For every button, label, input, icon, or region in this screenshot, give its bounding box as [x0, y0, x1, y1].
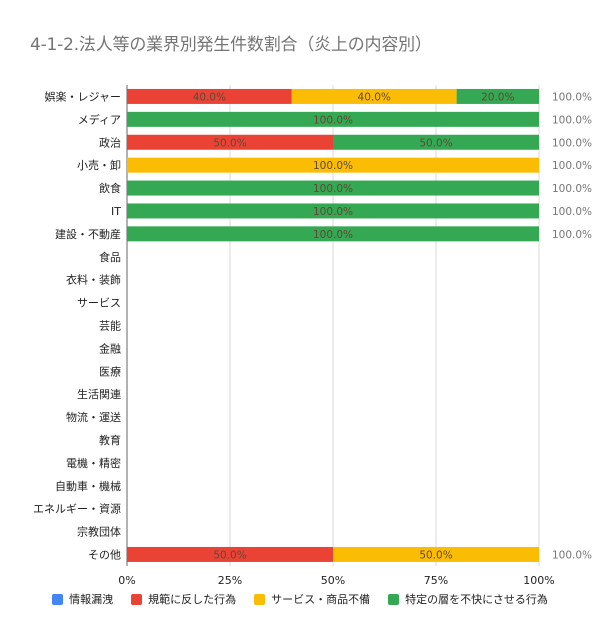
data-label: 50.0%: [419, 137, 452, 149]
legend-swatch: [254, 593, 266, 605]
total-label: 100.0%: [552, 206, 592, 218]
bar-segment: [127, 111, 539, 127]
legend-label: 規範に反した行為: [148, 593, 237, 606]
total-label: 100.0%: [552, 160, 592, 172]
legend-label: 情報漏洩: [69, 593, 114, 606]
bar-segment: [456, 88, 539, 104]
bar-segment: [127, 203, 539, 219]
legend: 情報漏洩 規範に反した行為 サービス・商品不備 特定の層を不快にさせる行為: [0, 591, 600, 607]
legend-item: サービス・商品不備: [254, 591, 370, 607]
data-label: 100.0%: [313, 206, 353, 218]
bar-segment: [127, 546, 333, 562]
legend-item: 規範に反した行為: [131, 591, 236, 607]
data-label: 100.0%: [313, 229, 353, 241]
chart-title: 4-1-2.法人等の業界別発生件数割合（炎上の内容別）: [30, 35, 432, 55]
bar-segment: [333, 546, 539, 562]
y-tick-label: エネルギー・資源: [33, 502, 121, 516]
x-tick-label: 75%: [424, 574, 448, 587]
total-label: 100.0%: [552, 137, 592, 149]
bar-segment: [291, 88, 457, 104]
data-label: 40.0%: [358, 91, 391, 103]
legend-swatch: [131, 593, 143, 605]
bar-segment: [127, 157, 539, 173]
y-tick-label: 電機・精密: [66, 456, 121, 470]
x-tick-label: 100%: [523, 574, 554, 587]
y-tick-label: 芸能: [99, 318, 121, 332]
y-tick-label: 教育: [99, 433, 121, 447]
total-label: 100.0%: [552, 229, 592, 241]
data-label: 40.0%: [193, 91, 226, 103]
y-tick-label: サービス: [77, 297, 121, 310]
y-tick-label: 金融: [99, 341, 121, 355]
legend-item: 情報漏洩: [52, 591, 113, 607]
bar-segment: [333, 134, 539, 150]
y-tick-label: 飲食: [99, 181, 121, 195]
legend-label: 特定の層を不快にさせる行為: [405, 593, 548, 606]
y-tick-label: 小売・卸: [77, 158, 121, 172]
total-label: 100.0%: [552, 549, 592, 561]
y-tick-label: 娯楽・レジャー: [45, 89, 121, 103]
data-label: 20.0%: [481, 91, 514, 103]
bar-segment: [127, 180, 539, 196]
plot-area: 0% 25% 50% 75% 100% 娯楽・レジャー 40.0% 40.0% 20.0% 100…: [33, 85, 592, 587]
x-tick-label: 50%: [321, 574, 345, 587]
x-tick-label: 25%: [218, 574, 242, 587]
legend-item: 特定の層を不快にさせる行為: [388, 591, 548, 607]
total-label: 100.0%: [552, 183, 592, 195]
y-tick-label: 宗教団体: [77, 525, 121, 539]
legend-label: サービス・商品不備: [271, 593, 371, 606]
y-tick-label: 政治: [99, 135, 121, 149]
data-label: 50.0%: [213, 549, 246, 561]
total-label: 100.0%: [552, 91, 592, 103]
y-tick-label: 自動車・機械: [55, 479, 121, 493]
bar-segment: [127, 134, 333, 150]
y-tick-label: 物流・運送: [66, 410, 121, 424]
total-label: 100.0%: [552, 114, 592, 126]
y-tick-label: 衣料・装飾: [66, 273, 121, 287]
y-tick-label: 生活関連: [77, 387, 121, 401]
legend-swatch: [52, 593, 64, 605]
y-tick-label: IT: [111, 205, 121, 218]
y-tick-label: 医療: [99, 364, 121, 378]
y-tick-label: 建設・不動産: [55, 227, 121, 241]
bar-segment: [127, 88, 292, 104]
data-label: 100.0%: [313, 114, 353, 126]
x-tick-label: 0%: [118, 574, 135, 587]
data-label: 100.0%: [313, 160, 353, 172]
legend-swatch: [388, 593, 400, 605]
y-tick-label: その他: [88, 548, 121, 561]
y-tick-label: 食品: [99, 250, 121, 264]
data-label: 50.0%: [213, 137, 246, 149]
bar-segment: [127, 226, 539, 242]
data-label: 100.0%: [313, 183, 353, 195]
y-tick-label: メディア: [78, 112, 121, 126]
data-label: 50.0%: [419, 549, 452, 561]
